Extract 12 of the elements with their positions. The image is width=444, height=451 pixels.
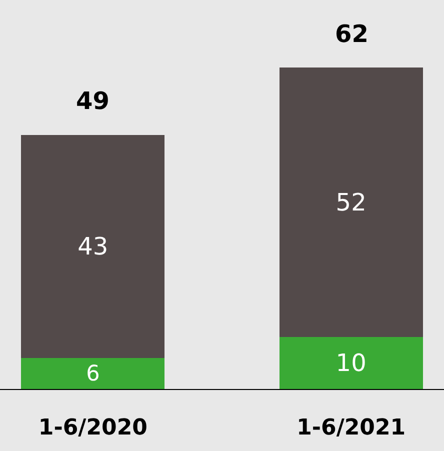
x-tick-label: 1-6/2020	[38, 415, 148, 440]
bar	[21, 358, 165, 389]
bar	[279, 337, 423, 389]
data-label: 43	[78, 232, 108, 260]
data-label: 52	[336, 188, 366, 216]
total-label: 49	[76, 87, 110, 115]
bar	[21, 134, 165, 358]
bar	[279, 68, 423, 338]
x-tick-label: 1-6/2021	[296, 415, 406, 440]
data-label: 10	[336, 349, 366, 378]
data-label: 6	[86, 362, 100, 387]
total-label: 62	[335, 20, 368, 48]
